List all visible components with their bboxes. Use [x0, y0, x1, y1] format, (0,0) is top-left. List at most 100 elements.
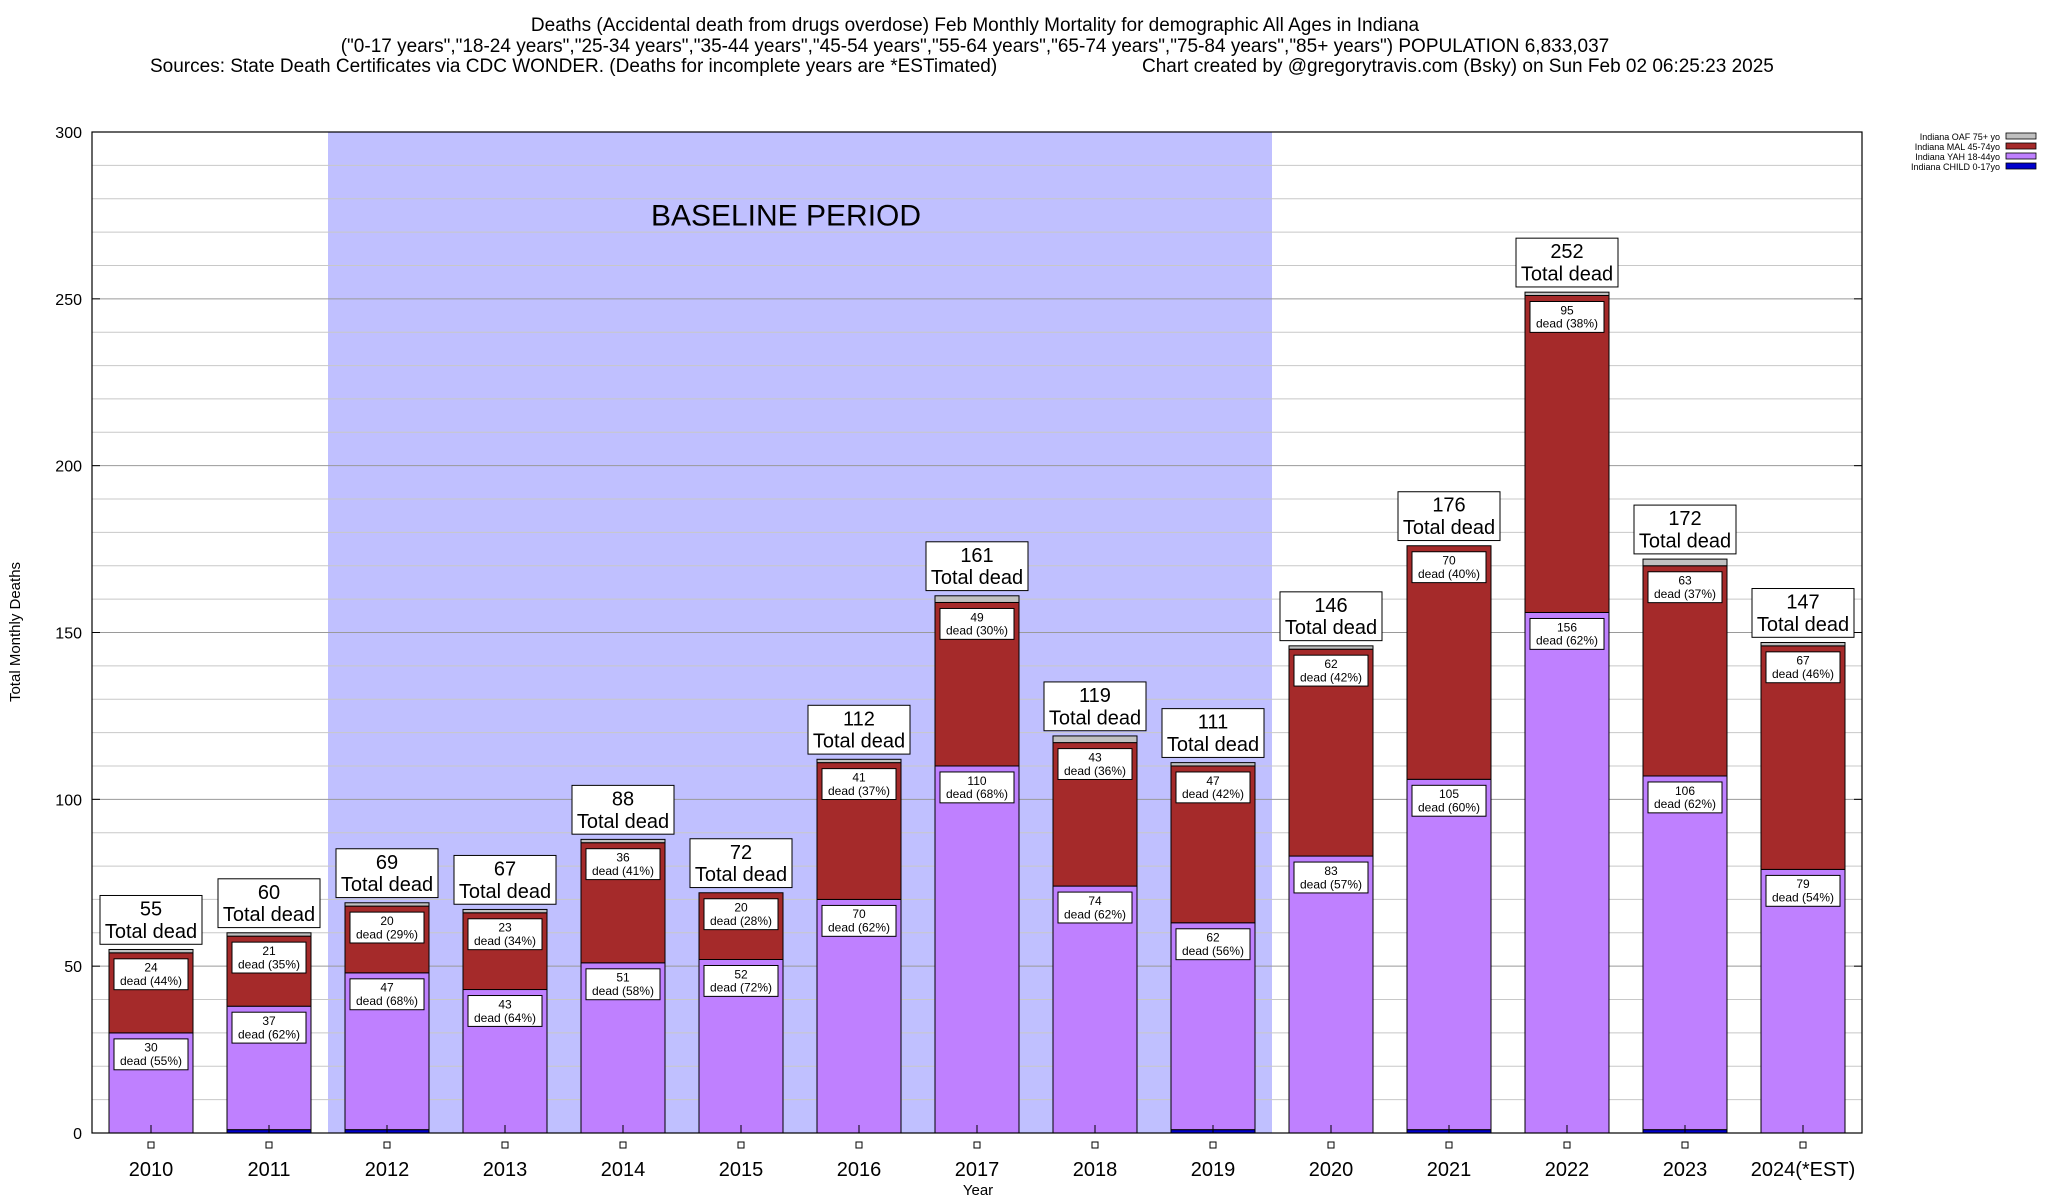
yah-label-text: 156: [1557, 620, 1577, 634]
bar-segment-oaf: [344, 902, 430, 907]
total-label-box: [1751, 588, 1855, 638]
bar-segment-yah: [934, 765, 1020, 1134]
legend-entry-swatch: [2005, 162, 2037, 170]
mal-label-text: dead (36%): [1064, 764, 1126, 778]
mal-label-box: [821, 768, 897, 801]
yah-label-text: 110: [967, 774, 986, 788]
yah-label-box: [1411, 784, 1487, 817]
yah-label-text: 51: [616, 971, 630, 985]
total-label-text: 147: [1786, 592, 1819, 614]
x-tick-label: 2017: [955, 1159, 1000, 1181]
mal-label-text: dead (38%): [1536, 317, 1598, 331]
x-tick-label: 2015: [719, 1159, 764, 1181]
yah-label-text: dead (72%): [710, 981, 772, 995]
x-tick-label: 2012: [365, 1159, 410, 1181]
bar-marker: [265, 1141, 273, 1149]
yah-label-text: 79: [1796, 877, 1810, 891]
total-label-box: [1397, 491, 1501, 542]
bar-segment-oaf: [1524, 291, 1610, 296]
legend-entry-label: Indiana CHILD 0-17yo: [1911, 162, 2000, 172]
yah-label-text: 47: [380, 981, 394, 995]
total-label-text: 55: [140, 898, 162, 920]
yah-label-text: dead (54%): [1772, 891, 1834, 905]
legend-entry-label: Indiana MAL 45-74yo: [1915, 142, 2000, 152]
axes: 0 50 100 150 200 250 300 2010 2011 2012 2013 2014 20…: [55, 125, 1863, 1181]
total-label-text: 88: [612, 788, 634, 810]
total-label-text: Total dead: [695, 864, 787, 886]
mal-label-text: 43: [1088, 750, 1102, 764]
yah-label-text: 105: [1439, 787, 1459, 801]
yah-label-text: dead (62%): [1064, 907, 1126, 921]
mal-label-box: [1057, 748, 1133, 780]
bar-segment-yah: [1760, 868, 1846, 1134]
mal-label-text: dead (46%): [1772, 667, 1834, 681]
baseline-band-label: BASELINE PERIOD: [651, 199, 921, 232]
x-axis-label: Year: [963, 1182, 993, 1199]
total-label-text: 72: [730, 842, 752, 864]
mal-label-text: dead (44%): [120, 974, 182, 988]
x-tick-label: 2016: [837, 1159, 882, 1181]
yah-label-box: [467, 995, 543, 1027]
mal-label-box: [1175, 771, 1251, 804]
legend-entry-swatch: [2005, 142, 2037, 150]
total-label-box: [99, 894, 203, 945]
legend-entry-swatch: [2005, 132, 2037, 140]
yah-label-text: dead (62%): [1654, 797, 1716, 811]
yah-label-text: dead (68%): [946, 787, 1008, 801]
bar-segment-yah: [816, 898, 902, 1134]
bar-marker: [383, 1141, 391, 1149]
title-line-2: ("0-17 years","18-24 years","25-34 years…: [341, 36, 1610, 57]
mal-label-text: dead (30%): [946, 624, 1008, 638]
legend-entry-label: Indiana OAF 75+ yo: [1920, 132, 2000, 142]
total-label-text: Total dead: [105, 921, 197, 943]
total-label-box: [925, 541, 1029, 592]
yah-label-text: dead (58%): [592, 984, 654, 998]
y-tick-label: 250: [55, 292, 82, 309]
total-label-text: 67: [494, 858, 516, 880]
bar-segment-oaf: [462, 908, 548, 914]
yah-label-text: dead (62%): [1536, 634, 1598, 648]
bar-segment-oaf: [816, 758, 902, 764]
yah-label-box: [1647, 781, 1723, 814]
mal-label-box: [1411, 551, 1487, 584]
mal-label-text: dead (34%): [474, 934, 536, 948]
yah-label-box: [585, 968, 661, 1001]
total-label-text: Total dead: [1285, 617, 1377, 639]
mal-label-text: 20: [380, 914, 394, 928]
bar-segment-yah: [1288, 855, 1374, 1134]
total-label-box: [1633, 504, 1737, 555]
yah-label-text: dead (64%): [474, 1011, 536, 1025]
y-tick-label: 200: [55, 459, 82, 476]
x-tick-label: 2010: [129, 1159, 174, 1181]
x-tick-label: 2023: [1663, 1159, 1708, 1181]
bar-marker: [1327, 1141, 1335, 1149]
bar-segment-oaf: [1288, 645, 1374, 650]
y-tick-label: 100: [55, 792, 82, 809]
total-label-text: Total dead: [1757, 614, 1849, 636]
total-label-text: Total dead: [1639, 530, 1731, 552]
total-label-text: 119: [1079, 685, 1111, 707]
mal-label-box: [467, 918, 543, 951]
yah-label-box: [1529, 617, 1605, 650]
mal-label-text: 67: [1796, 654, 1810, 668]
bar-segment-mal: [1524, 294, 1610, 613]
yah-label-box: [231, 1011, 307, 1044]
mal-label-box: [939, 607, 1015, 640]
x-tick-label: 2021: [1427, 1159, 1472, 1181]
bar-segment-oaf: [580, 838, 666, 844]
yah-label-text: dead (60%): [1418, 801, 1480, 815]
total-label-text: Total dead: [459, 881, 551, 903]
mal-label-text: 20: [734, 901, 748, 915]
mal-label-box: [349, 911, 425, 944]
bar-segment-oaf: [226, 932, 312, 937]
total-label-text: 112: [843, 708, 875, 730]
mal-label-text: dead (40%): [1418, 567, 1480, 581]
y-tick-label: 300: [55, 125, 82, 142]
total-label-box: [1161, 708, 1265, 758]
mal-label-text: dead (41%): [592, 864, 654, 878]
chart-title: Deaths (Accidental death from drugs over…: [150, 15, 1774, 77]
yah-label-box: [1175, 928, 1251, 961]
total-label-text: 161: [960, 545, 993, 567]
